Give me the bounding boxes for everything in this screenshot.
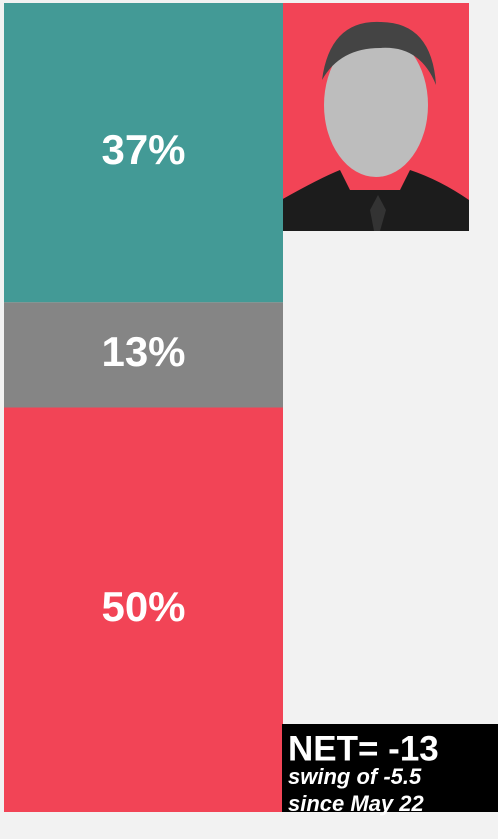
value-label: 50% <box>101 583 185 630</box>
page: {"chart_data": {"type": "stacked-bar", "… <box>0 0 498 839</box>
chart: 37% 13% 50% NET= -13 swing of -5.5 since M… <box>0 0 498 839</box>
since-label: since May 22 <box>288 791 425 816</box>
swing-label: swing of -5.5 <box>288 764 422 789</box>
value-label: 37% <box>101 126 185 173</box>
bar-group: 37% 13% 50% <box>4 3 283 812</box>
value-label: 13% <box>101 328 185 375</box>
photo <box>281 3 469 231</box>
net-label: NET= -13 <box>288 729 439 768</box>
